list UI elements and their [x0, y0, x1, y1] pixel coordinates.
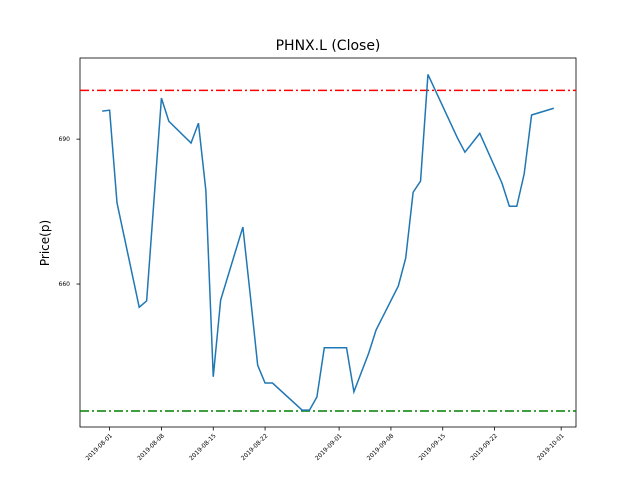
- y-tick-label: 690: [59, 136, 71, 143]
- chart-title: PHNX.L (Close): [276, 38, 381, 54]
- x-tick-label: 2019-08-15: [188, 432, 218, 462]
- y-axis-label: Price(p): [38, 220, 52, 266]
- x-tick-label: 2019-08-08: [136, 432, 166, 462]
- x-tick-label: 2019-08-01: [84, 432, 114, 462]
- x-tick-label: 2019-09-22: [469, 432, 499, 462]
- x-tick-label: 2019-09-01: [314, 432, 344, 462]
- price-line: [102, 74, 555, 411]
- x-tick-label: 2019-10-01: [536, 432, 566, 462]
- x-tick-label: 2019-09-08: [366, 432, 396, 462]
- plot-frame: [79, 57, 577, 428]
- y-tick-label: 660: [59, 281, 71, 288]
- x-tick-label: 2019-08-22: [240, 432, 270, 462]
- x-tick-label: 2019-09-15: [418, 432, 448, 462]
